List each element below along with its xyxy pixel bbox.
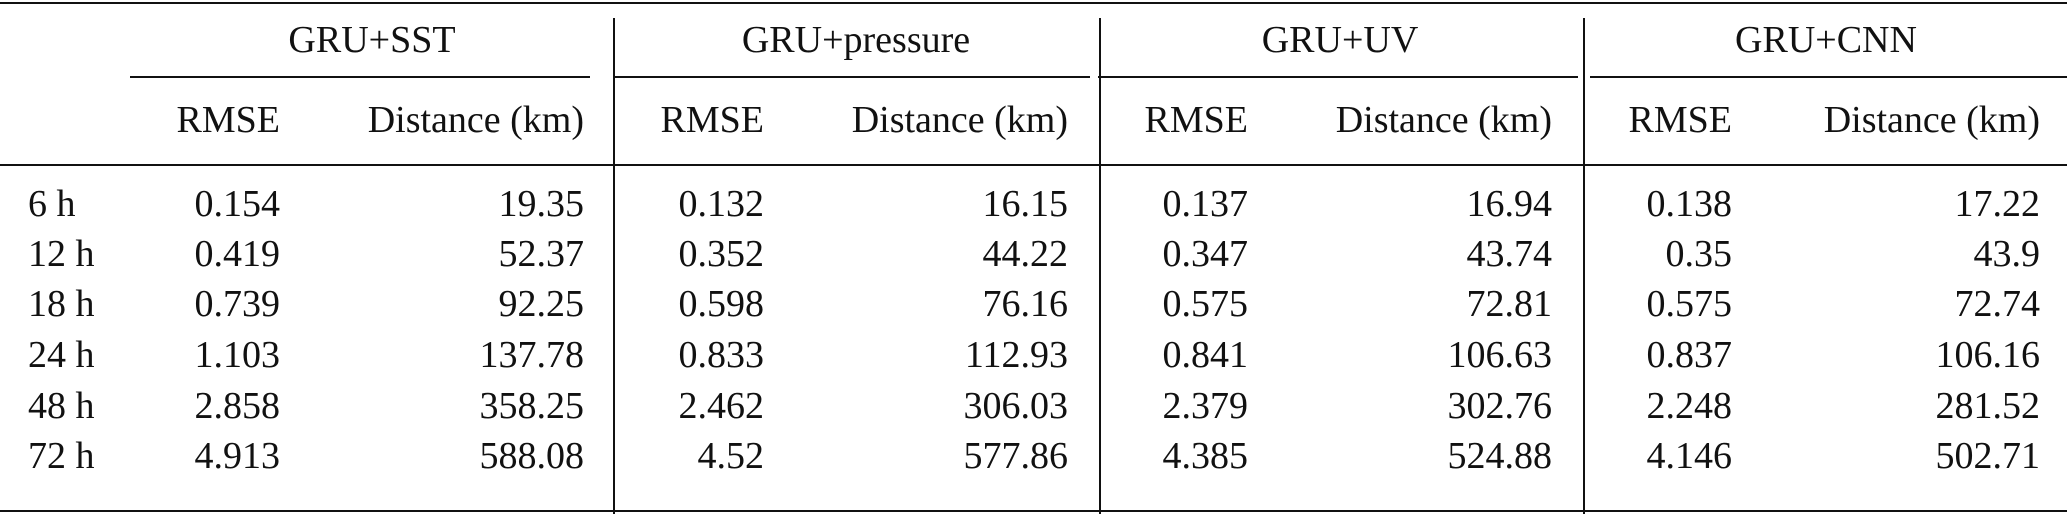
rmse-header: RMSE: [1144, 99, 1248, 141]
distance-cell: 502.71: [1935, 435, 2041, 477]
rmse-cell: 2.248: [1646, 385, 1733, 427]
rmse-cell: 0.154: [194, 183, 281, 225]
bottom-rule: [0, 510, 2067, 512]
group-header-rule: [1098, 76, 1578, 78]
rmse-cell: 4.146: [1646, 435, 1733, 477]
distance-cell: 577.86: [963, 435, 1069, 477]
rmse-cell: 0.352: [678, 233, 765, 275]
distance-cell: 306.03: [963, 385, 1069, 427]
distance-header: Distance (km): [1823, 99, 2040, 141]
row-label: 6 h: [28, 183, 76, 225]
rmse-header: RMSE: [176, 99, 280, 141]
distance-cell: 112.93: [964, 334, 1068, 376]
distance-cell: 137.78: [479, 334, 585, 376]
distance-cell: 52.37: [498, 233, 585, 275]
rmse-header: RMSE: [660, 99, 764, 141]
rmse-cell: 0.739: [194, 283, 281, 325]
rmse-cell: 4.385: [1162, 435, 1249, 477]
group-header-rule: [130, 76, 590, 78]
distance-header: Distance (km): [367, 99, 584, 141]
rmse-cell: 0.833: [678, 334, 765, 376]
rmse-cell: 4.52: [697, 435, 765, 477]
distance-cell: 106.63: [1447, 334, 1553, 376]
top-rule: [0, 2, 2067, 4]
distance-cell: 17.22: [1954, 183, 2041, 225]
distance-cell: 524.88: [1447, 435, 1553, 477]
row-label: 48 h: [28, 385, 95, 427]
rmse-cell: 2.858: [194, 385, 281, 427]
distance-cell: 44.22: [982, 233, 1069, 275]
distance-cell: 16.15: [982, 183, 1069, 225]
rmse-cell: 0.575: [1162, 283, 1249, 325]
rmse-cell: 0.575: [1646, 283, 1733, 325]
column-separator: [613, 18, 615, 514]
rmse-cell: 0.837: [1646, 334, 1733, 376]
distance-cell: 76.16: [982, 283, 1069, 325]
rmse-cell: 1.103: [194, 334, 281, 376]
distance-header: Distance (km): [851, 99, 1068, 141]
distance-cell: 358.25: [479, 385, 585, 427]
distance-cell: 72.74: [1954, 283, 2041, 325]
distance-cell: 72.81: [1466, 283, 1553, 325]
column-separator: [1583, 18, 1585, 514]
distance-cell: 19.35: [498, 183, 585, 225]
rmse-cell: 2.379: [1162, 385, 1249, 427]
group-header: GRU+UV: [1261, 19, 1419, 61]
rmse-cell: 0.598: [678, 283, 765, 325]
rmse-cell: 0.35: [1665, 233, 1733, 275]
rmse-cell: 0.841: [1162, 334, 1249, 376]
rmse-cell: 4.913: [194, 435, 281, 477]
row-label: 72 h: [28, 435, 95, 477]
rmse-cell: 0.138: [1646, 183, 1733, 225]
rmse-cell: 2.462: [678, 385, 765, 427]
distance-header: Distance (km): [1335, 99, 1552, 141]
rmse-cell: 0.137: [1162, 183, 1249, 225]
distance-cell: 588.08: [479, 435, 585, 477]
rmse-cell: 0.132: [678, 183, 765, 225]
distance-cell: 106.16: [1935, 334, 2041, 376]
distance-cell: 302.76: [1447, 385, 1553, 427]
rmse-header: RMSE: [1628, 99, 1732, 141]
group-header-rule: [614, 76, 1090, 78]
group-header: GRU+SST: [288, 19, 456, 61]
row-label: 18 h: [28, 283, 95, 325]
distance-cell: 92.25: [498, 283, 585, 325]
group-header-rule: [1590, 76, 2067, 78]
column-separator: [1099, 18, 1101, 514]
header-rule: [0, 164, 2067, 166]
rmse-cell: 0.347: [1162, 233, 1249, 275]
group-header: GRU+pressure: [741, 19, 971, 61]
distance-cell: 43.9: [1973, 233, 2041, 275]
row-label: 12 h: [28, 233, 95, 275]
distance-cell: 43.74: [1466, 233, 1553, 275]
rmse-cell: 0.419: [194, 233, 281, 275]
distance-cell: 281.52: [1935, 385, 2041, 427]
group-header: GRU+CNN: [1735, 19, 1917, 61]
distance-cell: 16.94: [1466, 183, 1553, 225]
row-label: 24 h: [28, 334, 95, 376]
